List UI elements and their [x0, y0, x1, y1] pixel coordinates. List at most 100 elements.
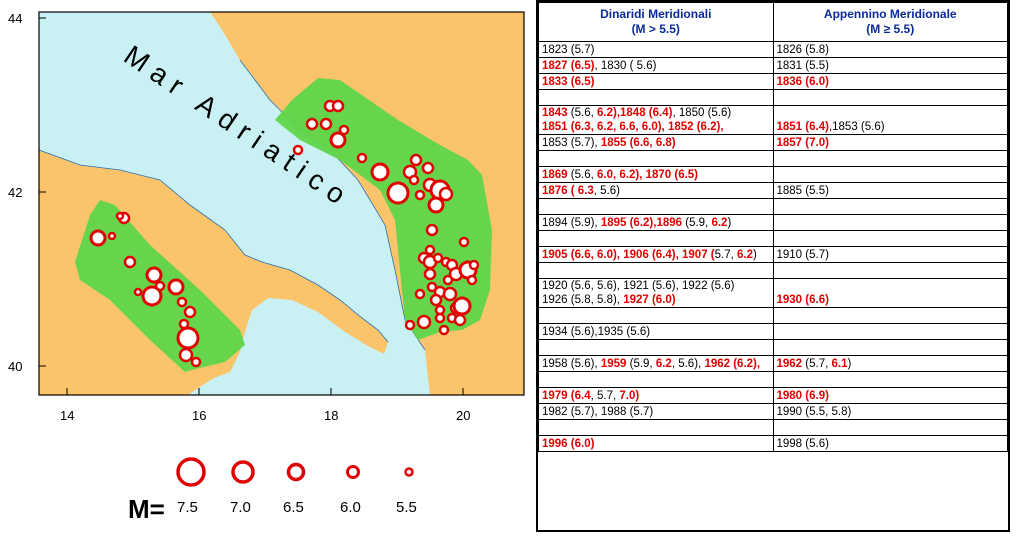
cell-line [777, 341, 1005, 355]
table-header-row: Dinaridi Meridionali (M > 5.5) Appennino… [538, 2, 1008, 42]
event-text: 1998 (5.6) [776, 437, 829, 450]
legend-label: 7.5 [177, 499, 198, 516]
earthquake-circle [329, 131, 347, 149]
strong-event-text: 1979 (6.4 [542, 389, 591, 402]
earthquake-circle [442, 274, 454, 286]
table-row [538, 339, 1008, 356]
earthquake-circle [421, 161, 435, 175]
legend-circle-6-5 [286, 462, 306, 482]
earthquake-table: Dinaridi Meridionali (M > 5.5) Appennino… [538, 2, 1008, 452]
table-row: 1843 (5.6, 6.2),1848 (6.4), 1850 (5.6) 18… [538, 105, 1008, 135]
event-text: 1853 (5.7), [542, 136, 601, 149]
earthquake-circle [442, 286, 458, 302]
strong-event-text: 1836 (6.0) [776, 75, 829, 88]
event-text: 1958 (5.6), [542, 357, 601, 370]
cell-line [777, 373, 1005, 387]
event-text: 1926 (5.8, 5.8), [542, 294, 624, 306]
table-row [538, 262, 1008, 279]
earthquake-circle [438, 324, 450, 336]
cell-line: 1851 (6.4),1853 (5.6) [777, 120, 1005, 134]
header-threshold: (M > 5.5) [631, 22, 680, 36]
strong-event-text: 1996 (6.0) [542, 437, 595, 450]
event-text: (5.6, [570, 168, 597, 181]
strong-event-text: 7.0) [619, 389, 640, 402]
strong-event-text: 1827 (6.5) [542, 59, 595, 72]
appennino-cell: 1885 (5.5) [772, 182, 1008, 199]
strong-event-text: 1895 (6.2),1896 [600, 216, 686, 229]
x-tick-label: 20 [456, 408, 470, 423]
dinaridi-cell [538, 419, 774, 436]
strong-event-text: 1843 [542, 107, 571, 119]
cell-line: 1996 (6.0) [542, 437, 770, 451]
cell-line: 1894 (5.9), 1895 (6.2),1896 (5.9, 6.2) [542, 216, 770, 230]
table-row: 1958 (5.6), 1959 (5.9, 6.2, 5.6), 1962 (… [538, 355, 1008, 372]
appennino-cell: 1826 (5.8) [772, 41, 1008, 58]
earthquake-circle [414, 288, 426, 300]
event-text: (5.9, [685, 216, 712, 229]
earthquake-circle [107, 231, 117, 241]
table-row: 1869 (5.6, 6.0, 6.2), 1870 (6.5) [538, 166, 1008, 183]
earthquake-circle [176, 326, 200, 350]
legend-circle-5-5 [404, 467, 414, 477]
cell-line: 1920 (5.6, 5.6), 1921 (5.6), 1922 (5.6) [542, 280, 770, 294]
earthquake-circle [414, 189, 426, 201]
event-text: ) [753, 248, 757, 261]
table-row: 1827 (6.5), 1830 ( 5.6) 1831 (5.5) [538, 57, 1008, 74]
earthquake-circle [319, 117, 333, 131]
cell-line [542, 232, 770, 246]
y-tick-label: 44 [8, 11, 22, 26]
event-text: 1910 (5.7) [776, 248, 829, 261]
table-row: 1996 (6.0) 1998 (5.6) [538, 435, 1008, 452]
appennino-cell [772, 262, 1008, 279]
magnitude-legend: M= 7.5 7.0 6.5 6.0 5.5 [128, 457, 417, 524]
table-row [538, 419, 1008, 436]
cell-line: 1962 (5.7, 6.1) [777, 357, 1005, 371]
appennino-cell: 1857 (7.0) [772, 134, 1008, 151]
cell-line: 1998 (5.6) [777, 437, 1005, 451]
dinaridi-cell [538, 371, 774, 388]
earthquake-circle [292, 144, 304, 156]
legend-label: 5.5 [396, 499, 417, 516]
y-tick-label: 42 [8, 185, 22, 200]
appennino-cell [772, 214, 1008, 231]
event-text: 1826 (5.8) [776, 43, 829, 56]
earthquake-circle [404, 319, 416, 331]
cell-line: 1980 (6.9) [777, 389, 1005, 403]
dinaridi-cell [538, 307, 774, 324]
cell-line [777, 309, 1005, 323]
strong-event-text: 6.2 [711, 216, 728, 229]
strong-event-text: 1927 (6.0) [623, 294, 676, 306]
event-text: ) [847, 357, 852, 370]
strong-event-text: 6.2 [655, 357, 672, 370]
map-svg: 44 42 40 14 16 18 20 Mar Adriatico M= 7.… [8, 11, 525, 524]
strong-event-text: 6.2 [737, 248, 754, 261]
appennino-cell: 1831 (5.5) [772, 57, 1008, 74]
earthquake-circle [145, 266, 163, 284]
appennino-cell [772, 371, 1008, 388]
strong-event-text: 1869 [542, 168, 571, 181]
cell-line [542, 309, 770, 323]
earthquake-circle [183, 305, 197, 319]
cell-line [777, 168, 1005, 182]
table-row [538, 198, 1008, 215]
earthquake-circle [416, 314, 432, 330]
event-text: (5.7, [805, 357, 832, 370]
earthquake-circle [468, 259, 480, 271]
seismicity-map: 44 42 40 14 16 18 20 Mar Adriatico M= 7.… [8, 11, 525, 524]
earthquake-circle [331, 99, 345, 113]
appennino-cell [772, 150, 1008, 167]
earthquake-circle [89, 229, 107, 247]
strong-event-text: 1905 (6.6, 6.0), 1906 (6.4), 1907 ( [542, 248, 715, 261]
earthquake-circle [409, 153, 423, 167]
table-row: 1894 (5.9), 1895 (6.2),1896 (5.9, 6.2) [538, 214, 1008, 231]
cell-line [777, 152, 1005, 166]
dinaridi-cell: 1894 (5.9), 1895 (6.2),1896 (5.9, 6.2) [538, 214, 774, 231]
legend-prefix: M= [128, 494, 165, 524]
event-text: (5.9, [629, 357, 656, 370]
legend-label: 6.5 [283, 499, 304, 516]
table-row [538, 371, 1008, 388]
earthquake-circle [305, 117, 319, 131]
dinaridi-cell: 1996 (6.0) [538, 435, 774, 452]
event-text: 1934 (5.6),1935 (5.6) [542, 325, 651, 338]
dinaridi-cell: 1958 (5.6), 1959 (5.9, 6.2, 5.6), 1962 (… [538, 355, 774, 372]
